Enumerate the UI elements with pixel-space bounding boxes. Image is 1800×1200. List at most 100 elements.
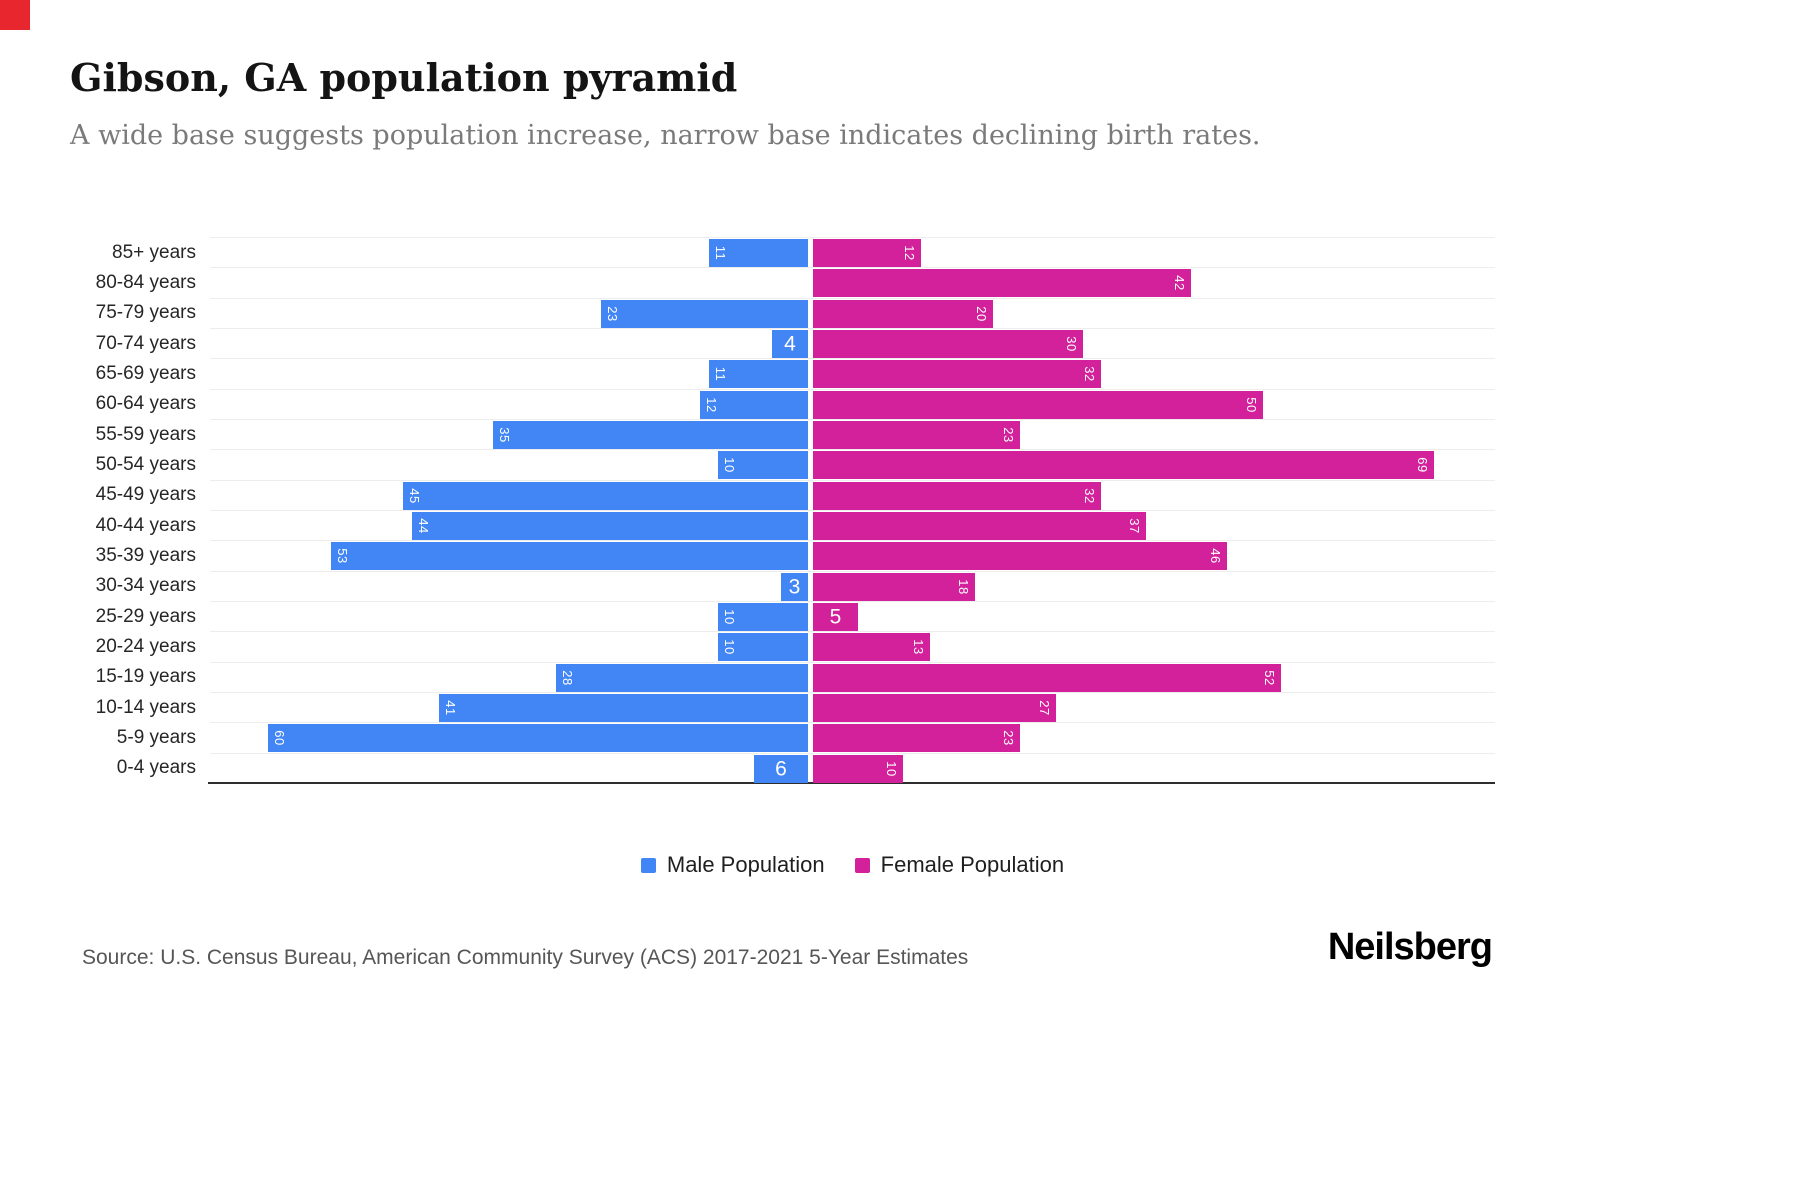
male-bar[interactable]: 53: [331, 542, 808, 571]
female-value-label: 10: [884, 760, 899, 777]
male-bar[interactable]: 11: [709, 239, 808, 267]
female-bar[interactable]: 32: [813, 481, 1101, 510]
male-value-label: 28: [560, 669, 575, 686]
male-bar[interactable]: 12: [700, 390, 808, 419]
female-value-label: 50: [1244, 396, 1259, 413]
female-bar[interactable]: 30: [813, 330, 1083, 358]
male-value-label: 53: [335, 548, 350, 565]
chart-title: Gibson, GA population pyramid: [70, 55, 738, 100]
male-value-label: 44: [416, 518, 431, 534]
age-group-label: 85+ years: [112, 241, 196, 263]
female-bar[interactable]: 42: [813, 269, 1191, 298]
x-axis-line: [208, 782, 1495, 784]
female-bar[interactable]: 20: [813, 299, 993, 328]
male-bar[interactable]: 10: [718, 603, 808, 631]
pyramid-row: 15-19 years 28 52: [96, 661, 1495, 692]
female-value-label: 23: [1001, 427, 1016, 443]
legend-label: Male Population: [666, 852, 825, 877]
female-bar[interactable]: 52: [813, 663, 1281, 692]
female-bar[interactable]: 18: [813, 572, 975, 601]
legend-label: Female Population: [880, 852, 1065, 877]
female-bar[interactable]: 23: [813, 421, 1020, 449]
pyramid-row: 60-64 years 12 50: [96, 388, 1495, 419]
male-value-label: 45: [407, 487, 422, 504]
female-bar[interactable]: 23: [813, 724, 1020, 753]
female-bar[interactable]: 13: [813, 633, 930, 662]
age-group-label: 25-29 years: [95, 605, 196, 627]
brand-corner-accent: [0, 0, 30, 30]
age-group-label: 70-74 years: [95, 332, 196, 354]
age-group-label: 0-4 years: [116, 757, 196, 779]
female-bar[interactable]: 5: [813, 603, 858, 631]
female-bar[interactable]: 46: [813, 542, 1227, 571]
chart-legend: Male Population Female Population: [210, 852, 1495, 878]
age-group-label: 65-69 years: [95, 362, 196, 384]
chart-subtitle: A wide base suggests population increase…: [70, 120, 1261, 151]
male-bar[interactable]: 45: [403, 481, 808, 510]
pyramid-row: 65-69 years 11 32: [96, 358, 1495, 389]
age-group-label: 5-9 years: [116, 726, 196, 748]
male-bar[interactable]: 23: [601, 299, 808, 328]
legend-item-female[interactable]: Female Population: [854, 852, 1065, 878]
male-value-label: 12: [704, 396, 719, 413]
male-bar[interactable]: 35: [493, 421, 808, 449]
male-bar[interactable]: 4: [772, 330, 808, 358]
female-value-label: 18: [956, 578, 971, 595]
female-value-label: 69: [1415, 457, 1430, 474]
male-value-label: 10: [722, 609, 737, 625]
male-value-label: 11: [713, 245, 728, 261]
age-group-label: 30-34 years: [95, 575, 196, 597]
male-bar[interactable]: 10: [718, 451, 808, 480]
male-value-label: 35: [497, 427, 512, 443]
male-bar[interactable]: 60: [268, 724, 808, 753]
male-bar[interactable]: 44: [412, 512, 808, 540]
male-value-label: 10: [722, 457, 737, 474]
male-value-label: 10: [722, 639, 737, 656]
female-swatch-icon: [854, 857, 870, 873]
pyramid-row: 75-79 years 23 20: [96, 297, 1495, 328]
pyramid-row: 35-39 years 53 46: [96, 540, 1495, 571]
age-group-label: 35-39 years: [95, 544, 196, 566]
pyramid-row: 10-14 years 41 27: [96, 692, 1495, 722]
age-group-label: 60-64 years: [95, 393, 196, 415]
female-bar[interactable]: 69: [813, 451, 1434, 480]
legend-item-male[interactable]: Male Population: [640, 852, 825, 878]
pyramid-row: 85+ years 11 12: [112, 237, 1495, 267]
female-value-label: 27: [1037, 700, 1052, 716]
female-value-label: 42: [1172, 275, 1187, 292]
age-group-label: 10-14 years: [95, 696, 196, 718]
pyramid-row: 40-44 years 44 37: [96, 510, 1495, 540]
female-bar[interactable]: 32: [813, 360, 1101, 389]
female-value-label: 30: [1064, 336, 1079, 352]
female-bar[interactable]: 10: [813, 754, 903, 783]
age-group-label: 15-19 years: [95, 666, 196, 688]
male-bar[interactable]: 6: [754, 754, 808, 783]
male-bar[interactable]: 11: [709, 360, 808, 389]
female-value-label: 46: [1208, 548, 1223, 565]
age-group-label: 80-84 years: [95, 271, 196, 293]
female-value-label: 32: [1082, 487, 1097, 504]
female-bar[interactable]: 27: [813, 694, 1056, 722]
brand-logo: Neilsberg: [1327, 926, 1493, 968]
male-bar[interactable]: 3: [781, 572, 808, 601]
male-swatch-icon: [640, 857, 656, 873]
female-value-label: 13: [911, 639, 926, 656]
female-bar[interactable]: 12: [813, 239, 921, 267]
male-bar[interactable]: 10: [718, 633, 808, 662]
male-bar[interactable]: 28: [556, 663, 808, 692]
pyramid-row: 5-9 years 60 23: [117, 722, 1495, 753]
pyramid-row: 55-59 years 35 23: [96, 419, 1495, 449]
female-bar[interactable]: 50: [813, 390, 1263, 419]
pyramid-row: 25-29 years 10 5: [96, 601, 1495, 631]
age-group-label: 45-49 years: [95, 484, 196, 506]
male-bar[interactable]: 41: [439, 694, 808, 722]
male-value-label: 23: [605, 305, 620, 322]
female-bar[interactable]: 37: [813, 512, 1146, 540]
pyramid-row: 30-34 years 3 18: [96, 570, 1495, 601]
age-group-label: 20-24 years: [95, 635, 196, 657]
source-note: Source: U.S. Census Bureau, American Com…: [82, 946, 969, 969]
age-group-label: 40-44 years: [95, 514, 196, 536]
male-value-label: 4: [784, 332, 796, 356]
female-value-label: 32: [1082, 366, 1097, 383]
